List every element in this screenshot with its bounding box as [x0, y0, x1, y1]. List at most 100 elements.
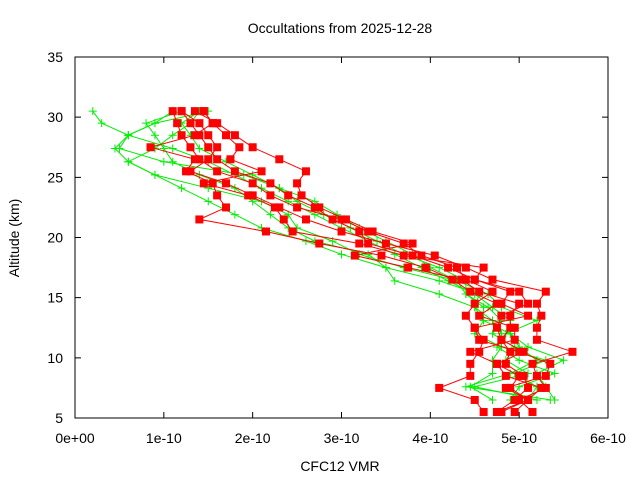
red-square-marker: [293, 203, 302, 212]
green-plus-marker: [168, 157, 177, 166]
y-tick-label: 30: [47, 109, 63, 125]
red-square-marker: [537, 311, 546, 320]
red-square-marker: [466, 347, 475, 356]
red-square-marker: [341, 215, 350, 224]
red-square-marker: [204, 131, 213, 140]
red-square-marker: [173, 119, 182, 128]
red-square-marker: [213, 167, 222, 176]
red-square-marker: [337, 215, 346, 224]
red-square-marker: [315, 203, 324, 212]
green-plus-marker: [515, 356, 524, 365]
red-square-marker: [546, 359, 555, 368]
red-square-marker: [213, 143, 222, 152]
axes-layer: 0e+00 1e-10 2e-10 3e-10 4e-10 5e-10 6e-10 5 10 15…: [47, 49, 626, 446]
red-square-marker: [515, 347, 524, 356]
red-square-marker: [222, 179, 231, 188]
x-tick-label: 2e-10: [235, 430, 271, 446]
red-square-marker: [168, 107, 177, 116]
red-square-marker: [510, 335, 519, 344]
green-plus-marker: [488, 329, 497, 338]
red-square-marker: [466, 359, 475, 368]
red-square-marker: [519, 371, 528, 380]
red-square-marker: [213, 155, 222, 164]
green-plus-marker: [159, 157, 168, 166]
red-square-marker: [266, 179, 275, 188]
red-square-marker: [475, 347, 484, 356]
red-square-marker: [519, 347, 528, 356]
green-plus-marker: [390, 276, 399, 285]
green-plus-marker: [110, 144, 119, 153]
red-square-marker: [315, 239, 324, 248]
y-tick-label: 25: [47, 169, 63, 185]
red-square-marker: [186, 167, 195, 176]
red-square-marker: [537, 383, 546, 392]
y-tick-label: 5: [55, 410, 63, 426]
x-tick-label: 3e-10: [324, 430, 360, 446]
red-square-marker: [301, 167, 310, 176]
red-square-marker: [364, 239, 373, 248]
red-square-marker: [497, 335, 506, 344]
green-plus-marker: [88, 107, 97, 116]
red-square-marker: [515, 299, 524, 308]
red-square-marker: [355, 239, 364, 248]
green-plus-marker: [390, 250, 399, 259]
red-square-marker: [190, 131, 199, 140]
red-square-marker: [470, 275, 479, 284]
green-plus-marker: [435, 290, 444, 299]
red-square-marker: [195, 119, 204, 128]
x-tick-label: 0e+00: [55, 430, 95, 446]
red-square-marker: [208, 119, 217, 128]
red-square-marker: [515, 395, 524, 404]
red-square-marker: [488, 287, 497, 296]
green-plus-marker: [177, 184, 186, 193]
red-square-marker: [506, 383, 515, 392]
green-profile-6: [124, 107, 541, 404]
red-square-marker: [248, 143, 257, 152]
green-plus-marker: [257, 184, 266, 193]
red-square-marker: [435, 383, 444, 392]
red-square-marker: [177, 107, 186, 116]
red-square-marker: [301, 215, 310, 224]
red-square-marker: [182, 167, 191, 176]
red-square-marker: [204, 143, 213, 152]
green-plus-marker: [266, 210, 275, 219]
green-plus-marker: [124, 157, 133, 166]
red-square-marker: [310, 203, 319, 212]
red-square-marker: [501, 371, 510, 380]
red-square-marker: [222, 131, 231, 140]
green-plus-marker: [546, 395, 555, 404]
red-square-marker: [506, 347, 515, 356]
red-square-marker: [364, 227, 373, 236]
y-tick-label: 15: [47, 290, 63, 306]
series-layer: [88, 107, 577, 416]
red-square-marker: [226, 155, 235, 164]
red-square-marker: [475, 287, 484, 296]
red-square-marker: [297, 191, 306, 200]
red-square-marker: [497, 311, 506, 320]
red-profile-1: [168, 107, 497, 416]
green-plus-marker: [204, 197, 213, 206]
y-tick-label: 35: [47, 49, 63, 65]
red-square-marker: [532, 335, 541, 344]
green-plus-marker: [337, 250, 346, 259]
red-profile-6: [146, 107, 546, 416]
red-square-marker: [248, 179, 257, 188]
red-square-marker: [399, 239, 408, 248]
chart-title: Occultations from 2025-12-28: [248, 20, 433, 36]
red-square-marker: [350, 251, 359, 260]
red-square-marker: [501, 383, 510, 392]
red-square-marker: [213, 119, 222, 128]
green-profile-line: [118, 110, 551, 401]
y-tick-label: 10: [47, 350, 63, 366]
red-square-marker: [222, 203, 231, 212]
x-tick-label: 4e-10: [412, 430, 448, 446]
red-square-marker: [266, 191, 275, 200]
green-plus-marker: [488, 369, 497, 378]
red-square-marker: [541, 371, 550, 380]
red-square-marker: [457, 275, 466, 284]
red-square-marker: [524, 299, 533, 308]
red-square-marker: [208, 179, 217, 188]
green-plus-marker: [168, 144, 177, 153]
red-square-marker: [461, 311, 470, 320]
